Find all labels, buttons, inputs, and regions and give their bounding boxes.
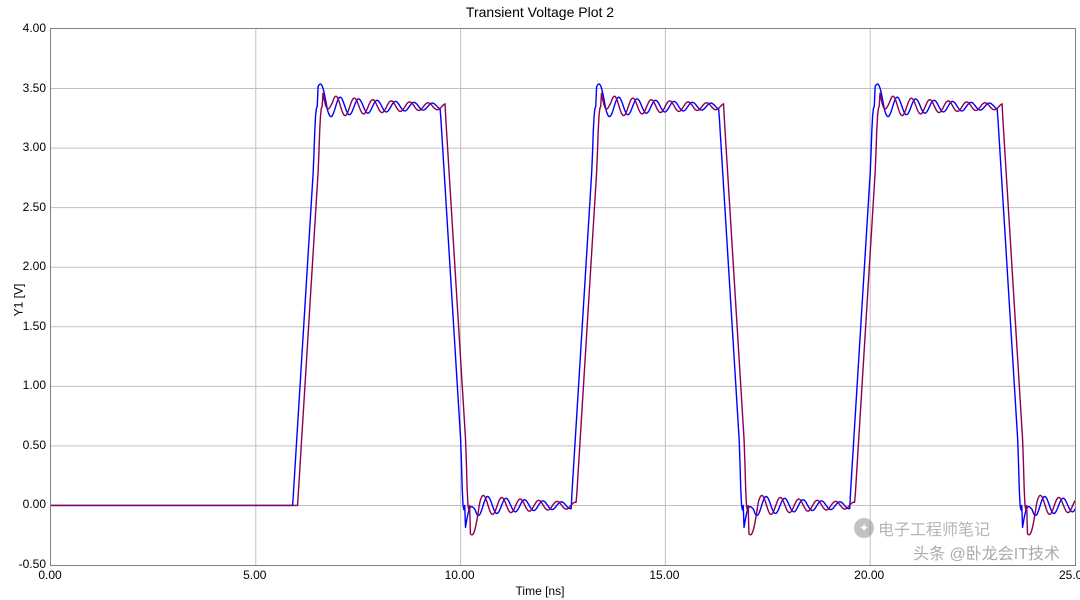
x-tick-label: 15.00 (649, 568, 679, 582)
watermark-wechat: ✦ 电子工程师笔记 (854, 516, 990, 540)
watermark-text-1: 电子工程师笔记 (878, 516, 990, 540)
chart-container: Transient Voltage Plot 2 Y1 [V] Time [ns… (0, 0, 1080, 600)
y-tick-label: 4.00 (23, 21, 46, 35)
y-tick-label: 1.00 (23, 378, 46, 392)
y-tick-label: 2.50 (23, 200, 46, 214)
y-axis-label: Y1 [V] (11, 284, 25, 317)
x-tick-label: 20.00 (854, 568, 884, 582)
x-tick-label: 10.00 (445, 568, 475, 582)
y-tick-label: 3.50 (23, 81, 46, 95)
trace-1 (51, 84, 1075, 527)
plot-svg (51, 29, 1075, 565)
watermark-toutiao: 头条 @卧龙会IT技术 (913, 540, 1060, 564)
y-tick-label: 0.00 (23, 497, 46, 511)
x-tick-label: 25.00 (1059, 568, 1080, 582)
y-tick-label: 2.00 (23, 259, 46, 273)
x-axis-label: Time [ns] (0, 584, 1080, 598)
plot-area[interactable] (50, 28, 1076, 566)
trace-2 (51, 93, 1075, 535)
chart-title: Transient Voltage Plot 2 (0, 4, 1080, 20)
x-tick-label: 5.00 (243, 568, 266, 582)
y-tick-label: 3.00 (23, 140, 46, 154)
y-tick-label: 0.50 (23, 438, 46, 452)
x-tick-label: 0.00 (38, 568, 61, 582)
y-tick-label: 1.50 (23, 319, 46, 333)
wechat-icon: ✦ (854, 518, 874, 538)
